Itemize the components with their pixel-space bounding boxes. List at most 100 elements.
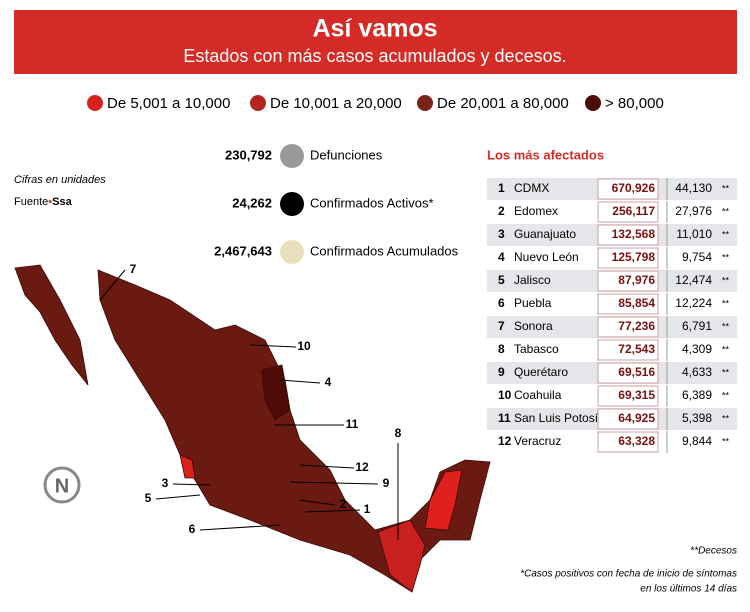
map-label: 3: [162, 476, 169, 490]
cases-box: [597, 224, 659, 246]
cases: 87,976: [618, 273, 655, 287]
source: Fuente•Ssa: [14, 196, 73, 208]
cases-box: [597, 385, 659, 407]
legend-swatch: [250, 95, 266, 111]
rank: 10: [498, 388, 512, 402]
state: Jalisco: [514, 273, 551, 287]
stat-label: Confirmados Acumulados: [310, 243, 459, 258]
map-label: 5: [145, 491, 152, 505]
deaths: 6,791: [682, 319, 712, 333]
baja-california: [14, 264, 89, 386]
legend-swatch: [585, 95, 601, 111]
logo: [43, 466, 81, 504]
deaths: 5,398: [682, 411, 712, 425]
cases: 69,516: [618, 365, 655, 379]
footnote: *Casos positivos con fecha de inicio de …: [520, 569, 737, 580]
stat-label: Defunciones: [310, 147, 383, 162]
stat-value: 24,262: [232, 195, 272, 210]
table: 1 CDMX 670,926 44,130 ** 2 Edomex 256,117 27,976…: [487, 178, 737, 453]
deaths: 12,224: [675, 296, 712, 310]
marker: **: [722, 321, 730, 331]
cases-box: [597, 339, 659, 361]
marker: **: [722, 229, 730, 239]
marker: **: [722, 275, 730, 285]
legend-swatch: [87, 95, 103, 111]
deaths: 9,754: [682, 250, 712, 264]
map-label: 6: [189, 522, 196, 536]
state: Sonora: [514, 319, 553, 333]
rank: 4: [498, 250, 505, 264]
deaths: 11,010: [676, 227, 712, 241]
stat-label: Confirmados Activos*: [310, 195, 434, 210]
rank: 7: [498, 319, 505, 333]
cases: 256,117: [612, 204, 655, 218]
cases-box: [597, 270, 659, 292]
map-label: 8: [395, 426, 402, 440]
source-label: Fuente: [14, 196, 48, 208]
rank: 6: [498, 296, 505, 310]
marker: **: [722, 436, 730, 446]
source-name: Ssa: [52, 196, 72, 208]
mainland: [97, 269, 491, 593]
tabasco: [377, 519, 426, 593]
marker: **: [722, 413, 730, 423]
marker: **: [722, 206, 730, 216]
legend-label: De 10,001 a 20,000: [270, 95, 402, 112]
deaths: 9,844: [682, 434, 712, 448]
map-label: 7: [130, 262, 137, 276]
stat-value: 230,792: [225, 147, 272, 162]
rank: 11: [498, 411, 511, 425]
header-band: [14, 10, 737, 74]
units-note: Cifras en unidades: [14, 174, 106, 186]
deaths-key: **Decesos: [690, 546, 737, 557]
cases: 64,925: [618, 411, 655, 425]
title: Así vamos: [312, 15, 437, 43]
cases: 132,568: [612, 227, 656, 241]
rank: 9: [498, 365, 505, 379]
cases-box: [597, 201, 659, 223]
stats: 230,792 Defunciones 24,262 Confirmados Acti…: [214, 144, 459, 264]
cases-box: [597, 178, 659, 200]
stat-value: 2,467,643: [214, 243, 272, 258]
deaths: 44,130: [675, 181, 712, 195]
marker: **: [722, 344, 730, 354]
deaths: 6,389: [682, 388, 712, 402]
rank: 12: [498, 434, 512, 448]
subtitle: Estados con más casos acumulados y deces…: [183, 46, 566, 66]
cases: 72,543: [618, 342, 655, 356]
stat-swatch: [280, 192, 304, 216]
marker: **: [722, 183, 730, 193]
state: Nuevo León: [514, 250, 579, 264]
map-label: 10: [297, 339, 311, 353]
legend-label: De 5,001 a 10,000: [107, 95, 230, 112]
state: Querétaro: [514, 365, 568, 379]
state: CDMX: [514, 181, 549, 195]
map-label: 2: [340, 497, 347, 511]
cases: 69,315: [618, 388, 655, 402]
legend-swatch: [417, 95, 433, 111]
state: Veracruz: [514, 434, 561, 448]
cases-box: [597, 362, 659, 384]
quintana-roo: [424, 469, 463, 531]
cases: 125,798: [612, 250, 656, 264]
leader-lines: [99, 269, 399, 540]
marker: **: [722, 298, 730, 308]
cases: 670,926: [612, 181, 656, 195]
rank: 2: [498, 204, 505, 218]
cases: 85,854: [618, 296, 655, 310]
map-label: 1: [364, 502, 371, 516]
deaths: 27,976: [675, 204, 712, 218]
cases-box: [597, 408, 659, 430]
state: Puebla: [514, 296, 552, 310]
state: Guanajuato: [514, 227, 576, 241]
legend: De 5,001 a 10,000 De 10,001 a 20,000 De 20…: [87, 95, 664, 112]
state: Edomex: [514, 204, 558, 218]
cases-box: [597, 431, 659, 453]
state: Tabasco: [514, 342, 559, 356]
deaths: 4,633: [682, 365, 712, 379]
legend-label: > 80,000: [605, 95, 664, 112]
nuevo-leon: [261, 364, 291, 421]
rank: 8: [498, 342, 505, 356]
stat-swatch: [280, 240, 304, 264]
